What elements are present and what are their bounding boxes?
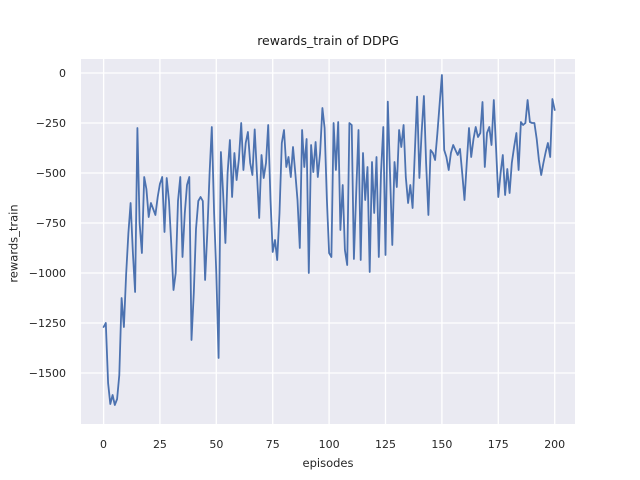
chart-title: rewards_train of DDPG — [257, 33, 399, 48]
x-tick-label: 125 — [375, 438, 397, 451]
y-tick-label: −1000 — [28, 267, 66, 280]
rewards-line — [102, 74, 556, 406]
plot-area — [81, 59, 575, 424]
x-tick-label: 100 — [318, 438, 340, 451]
x-tick-label: 175 — [487, 438, 509, 451]
y-tick-label: −500 — [35, 167, 66, 180]
y-tick-label: 0 — [59, 67, 66, 80]
x-tick-label: 50 — [209, 438, 224, 451]
x-tick-label: 200 — [544, 438, 566, 451]
x-axis-label: episodes — [302, 456, 354, 470]
line-chart — [81, 59, 575, 424]
y-axis-label: rewards_train — [6, 204, 21, 283]
y-tick-label: −1250 — [28, 317, 66, 330]
x-tick-label: 25 — [152, 438, 167, 451]
x-tick-label: 0 — [100, 438, 108, 451]
y-tick-label: −1500 — [28, 367, 66, 380]
y-tick-label: −750 — [35, 217, 66, 230]
x-tick-label: 75 — [265, 438, 280, 451]
x-tick-label: 150 — [431, 438, 453, 451]
y-tick-label: −250 — [35, 117, 66, 130]
